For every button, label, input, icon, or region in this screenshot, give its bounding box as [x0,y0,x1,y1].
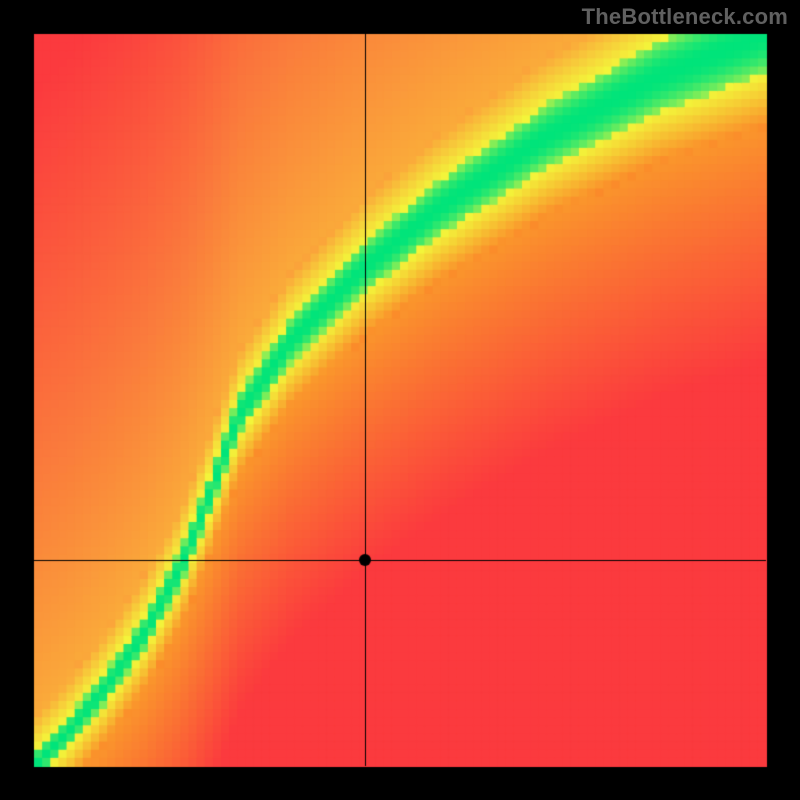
watermark-text: TheBottleneck.com [582,4,788,30]
chart-container: TheBottleneck.com [0,0,800,800]
bottleneck-heatmap [0,0,800,800]
